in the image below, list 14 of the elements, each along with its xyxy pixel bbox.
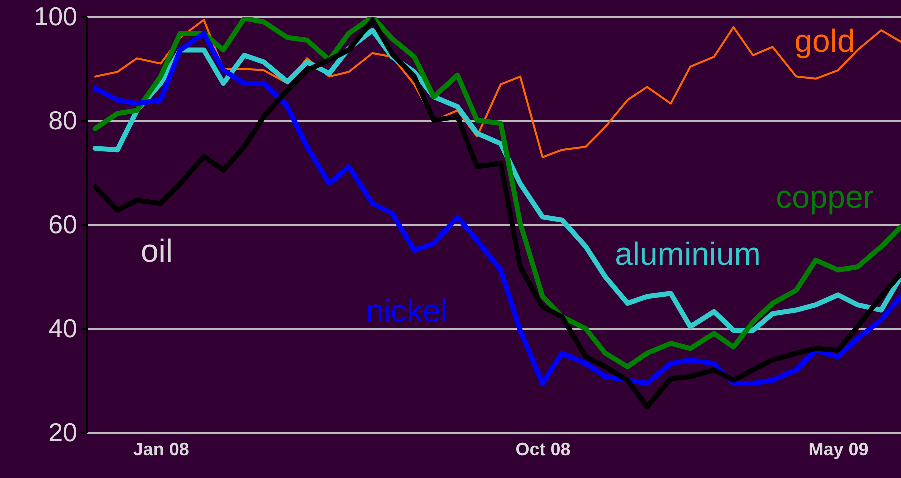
- series-label: nickel: [366, 293, 448, 329]
- x-tick-label: May 09: [808, 440, 869, 460]
- x-tick-label: Jan 08: [133, 440, 190, 460]
- line-series: [94, 19, 901, 158]
- series-label: aluminium: [615, 236, 761, 272]
- y-tick-label: 20: [48, 418, 78, 448]
- y-tick-label: 80: [48, 106, 78, 136]
- y-tick-label: 60: [48, 210, 78, 240]
- series-label: copper: [776, 179, 874, 215]
- y-tick-label: 40: [48, 314, 78, 344]
- series-label: oil: [140, 233, 174, 269]
- x-tick-label: Oct 08: [516, 440, 571, 460]
- y-tick-label: 100: [34, 2, 78, 32]
- series-label: gold: [794, 23, 856, 59]
